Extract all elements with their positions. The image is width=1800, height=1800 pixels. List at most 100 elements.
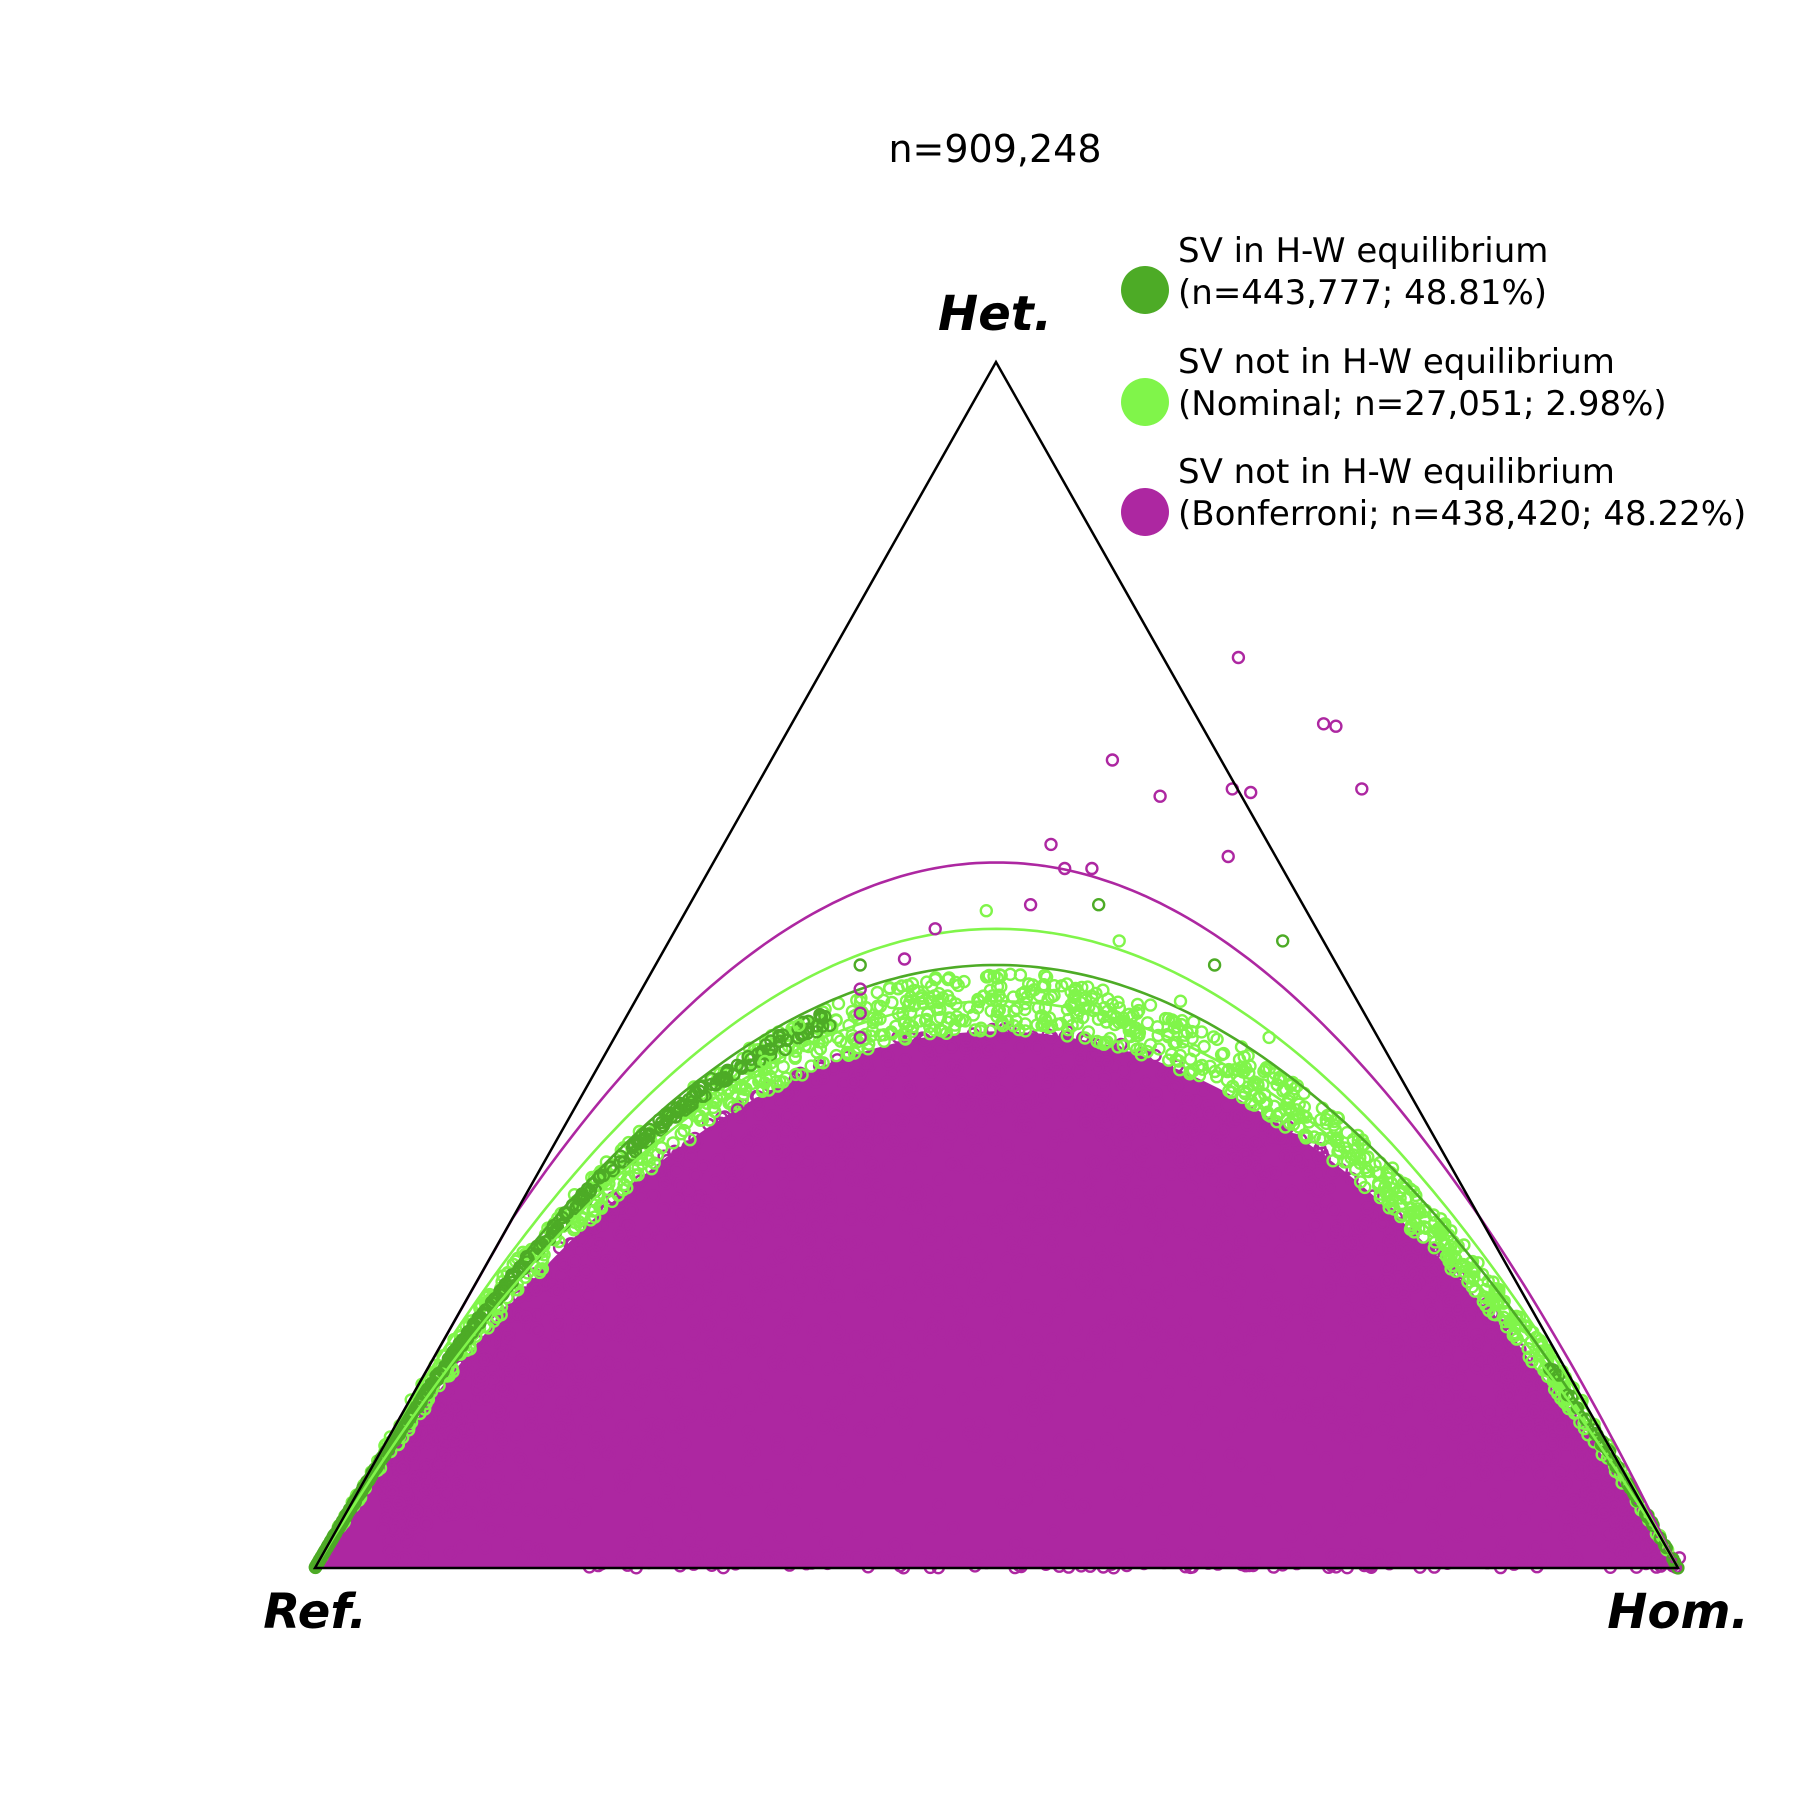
bonferroni-point: [431, 1503, 445, 1517]
bonferroni-point: [1183, 1145, 1198, 1159]
bonferroni-point: [1174, 1091, 1188, 1105]
bonferroni-point: [1345, 1285, 1359, 1299]
bonferroni-point: [789, 1077, 803, 1091]
nominal-point: [1283, 1078, 1298, 1093]
bonferroni-point: [1325, 1331, 1339, 1345]
bonferroni-point: [1227, 1297, 1241, 1311]
bonferroni-point: [664, 1273, 678, 1288]
outlier-point: [853, 1006, 867, 1020]
bonferroni-point: [881, 1056, 895, 1071]
nominal-point: [693, 1113, 708, 1127]
bonferroni-point: [1300, 1331, 1315, 1345]
bonferroni-point: [1236, 1550, 1250, 1565]
bonferroni-point: [1163, 1254, 1177, 1268]
bonferroni-point: [1378, 1330, 1392, 1345]
bonferroni-point: [837, 1125, 852, 1139]
bonferroni-point: [860, 1142, 874, 1156]
bonferroni-point: [376, 1522, 390, 1536]
bonferroni-point: [1198, 1485, 1213, 1500]
bonferroni-point: [1378, 1325, 1392, 1340]
bonferroni-point: [537, 1423, 551, 1438]
outlier-point: [1329, 719, 1343, 733]
bonferroni-point: [978, 1094, 993, 1109]
nominal-point: [870, 985, 884, 1000]
bonferroni-point: [632, 1447, 646, 1461]
bonferroni-point: [594, 1367, 608, 1382]
bonferroni-point: [1214, 1332, 1228, 1346]
bonferroni-point: [846, 1203, 860, 1218]
bonferroni-point: [1108, 1242, 1123, 1256]
bonferroni-point: [657, 1274, 671, 1289]
nominal-point: [677, 1123, 691, 1138]
bonferroni-point: [894, 1309, 908, 1324]
bonferroni-point: [1348, 1322, 1362, 1336]
bonferroni-point: [1234, 1458, 1248, 1472]
bonferroni-point: [1240, 1117, 1255, 1132]
outlier-point: [1153, 789, 1167, 803]
bonferroni-point: [464, 1409, 478, 1424]
bonferroni-point: [1441, 1409, 1456, 1424]
bonferroni-point: [1569, 1552, 1583, 1567]
nominal-point: [1399, 1177, 1413, 1192]
bonferroni-point: [1349, 1440, 1363, 1455]
bonferroni-point: [756, 1209, 770, 1224]
bonferroni-point: [1370, 1297, 1384, 1312]
hwe-reference-curve-1: [313, 927, 1680, 1569]
bonferroni-point: [439, 1487, 453, 1501]
bonferroni-point: [1458, 1335, 1473, 1350]
bonferroni-point: [905, 1348, 919, 1362]
bonferroni-point: [1092, 1053, 1107, 1068]
bonferroni-point: [1022, 1068, 1036, 1083]
bonferroni-point: [1279, 1230, 1294, 1245]
bonferroni-point: [1316, 1370, 1331, 1384]
bonferroni-point: [639, 1227, 654, 1242]
bonferroni-point: [1436, 1328, 1451, 1342]
bonferroni-point: [948, 1321, 963, 1336]
bonferroni-point: [725, 1176, 740, 1191]
bonferroni-point: [1397, 1295, 1412, 1310]
bonferroni-point: [624, 1537, 638, 1552]
bonferroni-point: [652, 1312, 667, 1327]
nominal-point: [1076, 1010, 1090, 1025]
bonferroni-point: [1090, 1061, 1105, 1075]
bonferroni-point: [636, 1384, 651, 1399]
nominal-point: [1244, 1097, 1259, 1111]
bonferroni-point: [1027, 1439, 1042, 1454]
bonferroni-point: [963, 1124, 978, 1139]
bonferroni-point: [495, 1381, 509, 1396]
bonferroni-point: [1220, 1099, 1234, 1113]
bonferroni-point: [568, 1384, 582, 1399]
bonferroni-point: [1442, 1294, 1456, 1309]
bonferroni-point: [642, 1284, 656, 1299]
bonferroni-point: [1140, 1251, 1155, 1266]
bonferroni-point: [1330, 1219, 1344, 1233]
bonferroni-point: [1083, 1559, 1097, 1573]
bonferroni-point: [988, 1290, 1003, 1305]
bonferroni-point: [554, 1344, 569, 1358]
bonferroni-point: [896, 1405, 910, 1419]
bonferroni-point: [474, 1431, 488, 1445]
bonferroni-point: [1623, 1509, 1638, 1523]
bonferroni-point: [1389, 1376, 1404, 1390]
bonferroni-point: [1073, 1050, 1087, 1065]
bonferroni-point: [1140, 1463, 1155, 1478]
bonferroni-point: [1135, 1148, 1149, 1162]
bonferroni-point: [485, 1361, 500, 1376]
bonferroni-point: [1124, 1319, 1138, 1333]
bonferroni-point: [728, 1484, 742, 1499]
bonferroni-point: [821, 1362, 835, 1376]
bonferroni-point: [1389, 1350, 1403, 1365]
bonferroni-point: [501, 1363, 515, 1377]
bonferroni-point: [1167, 1080, 1181, 1094]
bonferroni-point: [888, 1457, 902, 1472]
nominal-point: [898, 1031, 912, 1045]
bonferroni-point: [693, 1527, 708, 1541]
bonferroni-point: [790, 1101, 804, 1116]
bonferroni-point: [1046, 1136, 1061, 1151]
bonferroni-point: [857, 1209, 871, 1223]
bonferroni-point: [1559, 1510, 1573, 1524]
bonferroni-point: [452, 1479, 466, 1493]
bonferroni-point: [488, 1389, 502, 1403]
bonferroni-point: [676, 1256, 690, 1270]
bonferroni-point: [1128, 1295, 1143, 1309]
